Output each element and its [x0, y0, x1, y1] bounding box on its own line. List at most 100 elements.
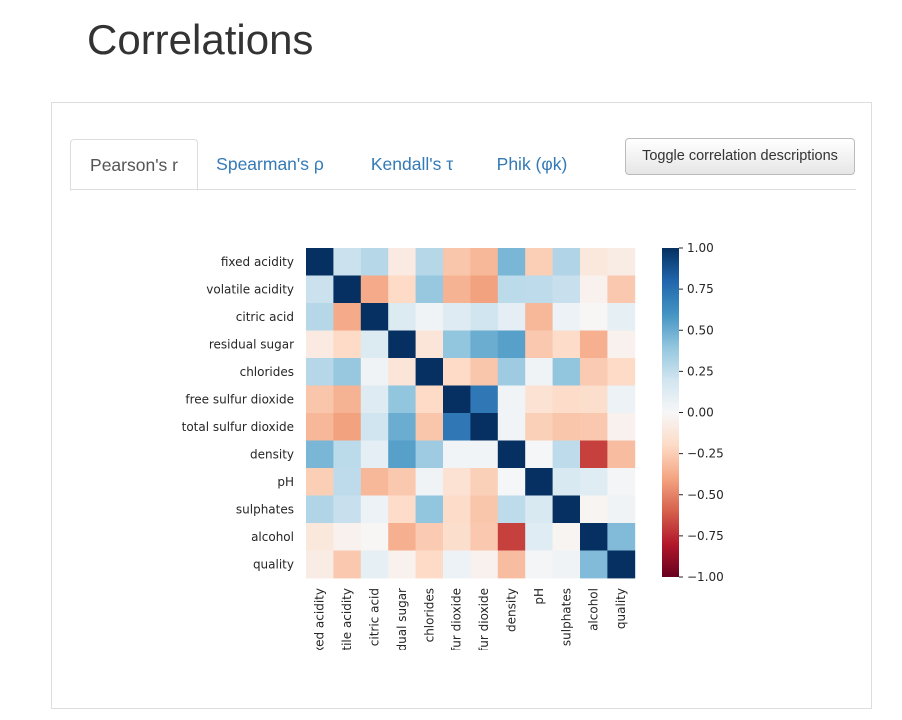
- heatmap-cell: [580, 358, 608, 386]
- tab-spearman[interactable]: Spearman's ρ: [216, 154, 324, 174]
- y-tick-label: chlorides: [240, 365, 294, 379]
- heatmap-cell: [525, 275, 553, 304]
- x-tick-label: sulfur dioxide: [477, 588, 491, 669]
- colorbar-tick-label: −0.50: [687, 488, 724, 502]
- heatmap-cell: [497, 413, 526, 441]
- heatmap-cell: [415, 358, 444, 386]
- heatmap-cell: [388, 358, 416, 386]
- heatmap-cell: [525, 550, 553, 579]
- heatmap-cell: [306, 413, 334, 441]
- heatmap-cell: [580, 303, 608, 331]
- y-tick-label: fixed acidity: [221, 255, 294, 269]
- heatmap-cell: [497, 358, 526, 386]
- heatmap-cell: [552, 330, 581, 359]
- heatmap-cell: [525, 468, 553, 496]
- heatmap-cell: [525, 413, 553, 441]
- heatmap-cell: [360, 440, 389, 469]
- heatmap-cell: [497, 550, 526, 579]
- x-tick-label: alcohol: [587, 588, 601, 631]
- heatmap-cell: [415, 330, 444, 359]
- heatmap-cell: [333, 275, 362, 304]
- heatmap-cell: [333, 523, 362, 551]
- heatmap-cell: [607, 413, 636, 441]
- heatmap-cell: [443, 523, 471, 551]
- heatmap-cell: [470, 523, 499, 551]
- heatmap-cell: [525, 495, 553, 524]
- heatmap-cell: [607, 550, 636, 579]
- heatmap-cell: [607, 330, 636, 359]
- heatmap-cell: [360, 468, 389, 496]
- x-tick-label: quality: [614, 588, 628, 629]
- heatmap-cell: [470, 440, 499, 469]
- heatmap-cell: [552, 523, 581, 551]
- heatmap-cell: [333, 248, 362, 276]
- heatmap-cell: [360, 275, 389, 304]
- heatmap-cell: [580, 468, 608, 496]
- heatmap-cell: [470, 495, 499, 524]
- heatmap-cell: [552, 413, 581, 441]
- colorbar-tick-label: 0.50: [687, 323, 714, 337]
- heatmap-cell: [306, 440, 334, 469]
- heatmap-cell: [360, 550, 389, 579]
- heatmap-cell: [333, 413, 362, 441]
- heatmap-cell: [415, 468, 444, 496]
- heatmap-cell: [497, 385, 526, 414]
- heatmap-cell: [443, 468, 471, 496]
- heatmap-cell: [497, 330, 526, 359]
- heatmap-cell: [470, 303, 499, 331]
- x-tick-label: volatile acidity: [340, 588, 354, 676]
- heatmap-cell: [333, 385, 362, 414]
- heatmap-cell: [497, 303, 526, 331]
- heatmap-cell: [580, 440, 608, 469]
- heatmap-cell: [552, 358, 581, 386]
- x-tick-label: sulfur dioxide: [450, 588, 464, 669]
- heatmap-cell: [443, 413, 471, 441]
- y-tick-label: citric acid: [236, 310, 294, 324]
- heatmap-cell: [443, 495, 471, 524]
- tab-kendall[interactable]: Kendall's τ: [370, 154, 454, 174]
- heatmap-cell: [607, 303, 636, 331]
- tab-phik[interactable]: Phik (φk): [496, 154, 568, 174]
- x-tick-label: chlorides: [422, 588, 436, 642]
- heatmap-cell: [580, 385, 608, 414]
- heatmap-cell: [306, 358, 334, 386]
- heatmap-cell: [607, 523, 636, 551]
- heatmap-cell: [470, 413, 499, 441]
- heatmap-cell: [497, 495, 526, 524]
- heatmap-cell: [552, 468, 581, 496]
- heatmap-cell: [388, 413, 416, 441]
- colorbar-tick-label: 0.25: [687, 364, 714, 378]
- heatmap-cell: [497, 523, 526, 551]
- heatmap-cell: [388, 440, 416, 469]
- heatmap-cell: [306, 330, 334, 359]
- heatmap-cell: [388, 550, 416, 579]
- heatmap-cell: [497, 248, 526, 276]
- heatmap-cell: [415, 248, 444, 276]
- heatmap-cell: [525, 330, 553, 359]
- x-tick-label: fixed acidity: [313, 588, 327, 661]
- toggle-descriptions-button[interactable]: Toggle correlation descriptions: [625, 138, 855, 175]
- tab-pearson[interactable]: Pearson's r: [70, 139, 198, 191]
- heatmap-cell: [443, 248, 471, 276]
- heatmap-cell: [607, 248, 636, 276]
- heatmap-cell: [552, 303, 581, 331]
- heatmap-cell: [388, 275, 416, 304]
- heatmap-cell: [306, 248, 334, 276]
- heatmap-cell: [552, 495, 581, 524]
- page-title: Correlations: [87, 16, 314, 63]
- y-tick-label: alcohol: [251, 530, 294, 544]
- heatmap-cell: [306, 523, 334, 551]
- x-tick-label: density: [505, 588, 519, 632]
- heatmap-cell: [360, 303, 389, 331]
- heatmap-cell: [470, 275, 499, 304]
- heatmap-cell: [607, 358, 636, 386]
- heatmap-cell: [388, 495, 416, 524]
- colorbar-tick-label: −1.00: [687, 570, 724, 584]
- heatmap-cell: [580, 248, 608, 276]
- heatmap-cell: [333, 303, 362, 331]
- heatmap-cell: [415, 550, 444, 579]
- heatmap-cell: [306, 275, 334, 304]
- heatmap-cell: [470, 330, 499, 359]
- y-tick-label: residual sugar: [209, 337, 294, 351]
- heatmap-cell: [552, 385, 581, 414]
